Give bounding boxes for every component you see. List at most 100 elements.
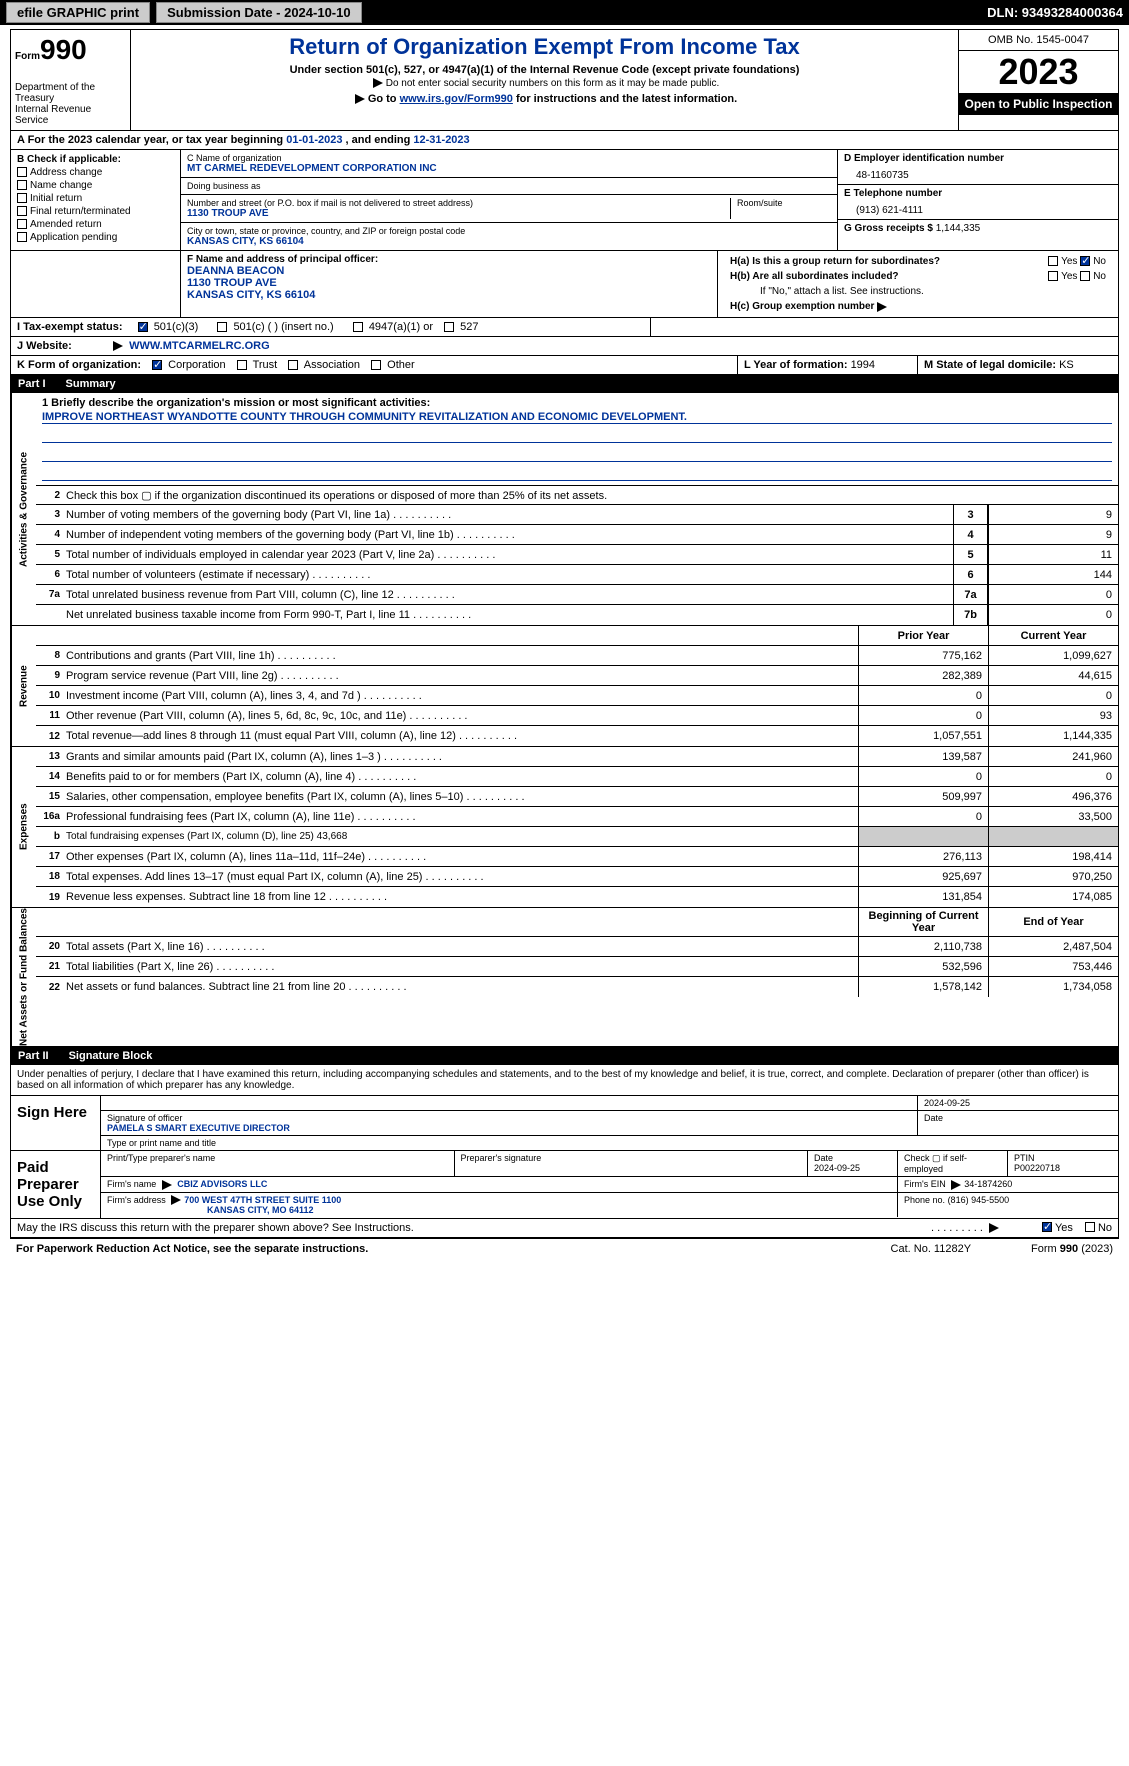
line-desc: Salaries, other compensation, employee b… bbox=[66, 789, 858, 805]
firm-addr2: KANSAS CITY, MO 64112 bbox=[107, 1205, 314, 1215]
net-side-label: Net Assets or Fund Balances bbox=[11, 908, 36, 1046]
checkbox-final-return-terminated[interactable] bbox=[17, 206, 27, 216]
4947-checkbox[interactable] bbox=[353, 322, 363, 332]
self-employed-check: Check ▢ if self-employed bbox=[898, 1151, 1008, 1176]
501c3-label: 501(c)(3) bbox=[154, 321, 199, 333]
website-value: WWW.MTCARMELRC.ORG bbox=[129, 340, 270, 352]
prior-value: 0 bbox=[858, 706, 988, 725]
form-label: Form bbox=[15, 51, 40, 62]
form-org-opt: Trust bbox=[253, 359, 278, 371]
checkbox-amended-return[interactable] bbox=[17, 219, 27, 229]
current-value: 0 bbox=[988, 686, 1118, 705]
yes-label: Yes bbox=[1061, 256, 1077, 267]
hb-note: If "No," attach a list. See instructions… bbox=[730, 286, 924, 297]
dba-label: Doing business as bbox=[187, 181, 831, 191]
prep-date: 2024-09-25 bbox=[814, 1163, 860, 1173]
501c3-checkbox[interactable] bbox=[138, 322, 148, 332]
year-prefix: A For the 2023 calendar year, or tax yea… bbox=[17, 134, 286, 146]
website-label: J Website: bbox=[17, 340, 107, 352]
527-checkbox[interactable] bbox=[444, 322, 454, 332]
ptin-label: PTIN bbox=[1014, 1153, 1035, 1163]
hb-no-checkbox[interactable] bbox=[1080, 271, 1090, 281]
current-value: 174,085 bbox=[988, 887, 1118, 907]
arrow-icon bbox=[162, 1180, 172, 1190]
form-org-association-checkbox[interactable] bbox=[288, 360, 298, 370]
signature-block: Under penalties of perjury, I declare th… bbox=[10, 1065, 1119, 1238]
current-value: 970,250 bbox=[988, 867, 1118, 886]
line-box: 3 bbox=[953, 505, 988, 524]
part1-header: Part I Summary bbox=[10, 375, 1119, 393]
line-desc: Benefits paid to or for members (Part IX… bbox=[66, 769, 858, 785]
rev-side-label: Revenue bbox=[11, 626, 36, 746]
year-formation-value: 1994 bbox=[851, 359, 875, 371]
firm-phone-label: Phone no. bbox=[904, 1195, 945, 1205]
page-footer: For Paperwork Reduction Act Notice, see … bbox=[10, 1238, 1119, 1259]
prior-value: 925,697 bbox=[858, 867, 988, 886]
current-year-header: Current Year bbox=[988, 626, 1118, 645]
form-org-trust-checkbox[interactable] bbox=[237, 360, 247, 370]
line-value: 9 bbox=[988, 525, 1118, 544]
summary-table: Activities & Governance 1 Briefly descri… bbox=[10, 393, 1119, 1047]
arrow-icon bbox=[951, 1180, 961, 1190]
end-year-header: End of Year bbox=[988, 908, 1118, 936]
prior-value: 532,596 bbox=[858, 957, 988, 976]
current-value: 753,446 bbox=[988, 957, 1118, 976]
line-desc: Investment income (Part VIII, column (A)… bbox=[66, 688, 858, 704]
tax-exempt-row: I Tax-exempt status: 501(c)(3) 501(c) ( … bbox=[10, 318, 1119, 337]
ein-value: 48-1160735 bbox=[844, 164, 1112, 181]
org-name: MT CARMEL REDEVELOPMENT CORPORATION INC bbox=[187, 163, 831, 174]
yes-label: Yes bbox=[1061, 271, 1077, 282]
ha-yes-checkbox[interactable] bbox=[1048, 256, 1058, 266]
checkbox-name-change[interactable] bbox=[17, 180, 27, 190]
hb-yes-checkbox[interactable] bbox=[1048, 271, 1058, 281]
checkbox-address-change[interactable] bbox=[17, 167, 27, 177]
officer-sig-name: PAMELA S SMART EXECUTIVE DIRECTOR bbox=[107, 1123, 911, 1133]
prior-value: 131,854 bbox=[858, 887, 988, 907]
ha-label: H(a) Is this a group return for subordin… bbox=[730, 256, 940, 267]
current-value: 198,414 bbox=[988, 847, 1118, 866]
no-label: No bbox=[1093, 256, 1106, 267]
part1-title: Summary bbox=[66, 378, 116, 390]
domicile-label: M State of legal domicile: bbox=[924, 359, 1059, 371]
cat-number: Cat. No. 11282Y bbox=[891, 1243, 972, 1255]
ein-label: D Employer identification number bbox=[844, 153, 1112, 164]
tax-year-row: A For the 2023 calendar year, or tax yea… bbox=[10, 131, 1119, 150]
line-desc: Total expenses. Add lines 13–17 (must eq… bbox=[66, 869, 858, 885]
line-box: 7b bbox=[953, 605, 988, 625]
checkbox-initial-return[interactable] bbox=[17, 193, 27, 203]
part2-num: Part II bbox=[18, 1050, 49, 1062]
form-org-corporation-checkbox[interactable] bbox=[152, 360, 162, 370]
submission-date-button[interactable]: Submission Date - 2024-10-10 bbox=[156, 2, 362, 23]
form-org-label: K Form of organization: bbox=[17, 359, 141, 371]
discuss-yes-checkbox[interactable] bbox=[1042, 1222, 1052, 1232]
ssn-note: Do not enter social security numbers on … bbox=[386, 78, 719, 89]
501c-checkbox[interactable] bbox=[217, 322, 227, 332]
ha-no-checkbox[interactable] bbox=[1080, 256, 1090, 266]
sig-date1: 2024-09-25 bbox=[918, 1096, 1118, 1110]
irs-link[interactable]: www.irs.gov/Form990 bbox=[400, 93, 513, 105]
city-label: City or town, state or province, country… bbox=[187, 226, 831, 236]
form-number: 990 bbox=[40, 34, 87, 65]
year-begin: 01-01-2023 bbox=[286, 134, 342, 146]
dept-label: Department of the Treasury Internal Reve… bbox=[15, 82, 126, 126]
part2-title: Signature Block bbox=[69, 1050, 153, 1062]
efile-print-button[interactable]: efile GRAPHIC print bbox=[6, 2, 150, 23]
dln-label: DLN: 93493284000364 bbox=[987, 5, 1123, 20]
goto-prefix: Go to bbox=[368, 93, 400, 105]
line-desc: Professional fundraising fees (Part IX, … bbox=[66, 809, 858, 825]
checkbox-application-pending[interactable] bbox=[17, 232, 27, 242]
checkbox-label: Name change bbox=[30, 180, 92, 191]
grey-cell bbox=[858, 827, 988, 846]
omb-number: OMB No. 1545-0047 bbox=[959, 30, 1118, 51]
paid-preparer-label: Paid Preparer Use Only bbox=[11, 1151, 101, 1218]
checkbox-label: Application pending bbox=[30, 232, 117, 243]
form-org-opt: Association bbox=[304, 359, 360, 371]
form-org-other-checkbox[interactable] bbox=[371, 360, 381, 370]
phone-value: (913) 621-4111 bbox=[844, 199, 1112, 216]
line-desc: Net unrelated business taxable income fr… bbox=[66, 607, 953, 623]
discuss-no-checkbox[interactable] bbox=[1085, 1222, 1095, 1232]
phone-label: E Telephone number bbox=[844, 188, 1112, 199]
current-value: 496,376 bbox=[988, 787, 1118, 806]
current-value: 241,960 bbox=[988, 747, 1118, 766]
top-bar: efile GRAPHIC print Submission Date - 20… bbox=[0, 0, 1129, 25]
